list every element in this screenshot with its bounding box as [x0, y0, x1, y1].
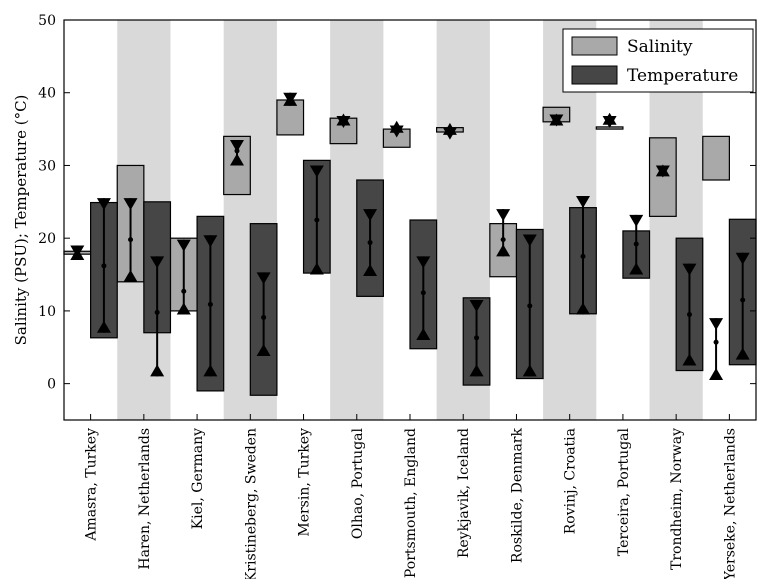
salinity-min-marker [709, 368, 723, 380]
temperature-mean-point [101, 263, 106, 268]
x-tick-label: Terceira, Portugal [616, 427, 632, 556]
temperature-mean-point [474, 335, 479, 340]
salinity-mean-point [75, 250, 80, 255]
x-tick-label: Roskilde, Denmark [509, 427, 525, 563]
temperature-mean-point [740, 298, 745, 303]
salinity-mean-point [181, 289, 186, 294]
y-tick-label: 20 [38, 231, 56, 247]
salinity-bar [703, 136, 730, 180]
x-tick-label: Portsmouth, England [403, 428, 419, 578]
x-tick-label: Reykjavik, Iceland [456, 428, 472, 558]
salinity-mean-point [288, 98, 293, 103]
salinity-mean-point [447, 128, 452, 133]
salinity-mean-point [235, 148, 240, 153]
salinity-mean-point [128, 237, 133, 242]
salinity-legend-label: Salinity [627, 37, 693, 57]
x-tick-label: Amasra, Turkey [84, 428, 100, 542]
y-tick-label: 50 [38, 13, 56, 29]
temperature-mean-point [261, 315, 266, 320]
temperature-mean-point [687, 312, 692, 317]
salinity-legend-swatch [572, 37, 617, 55]
salinity-mean-point [341, 119, 346, 124]
y-axis-label: Salinity (PSU); Temperature (°C) [12, 95, 30, 346]
x-tick-label: Yerseke, Netherlands [722, 428, 738, 579]
y-tick-label: 30 [38, 158, 56, 174]
salinity-mean-point [607, 119, 612, 124]
temperature-mean-point [634, 242, 639, 247]
y-tick-label: 40 [38, 86, 56, 102]
salinity-mean-point [394, 127, 399, 132]
x-tick-label: Trondheim, Norway [669, 428, 685, 570]
temperature-mean-point [581, 254, 586, 259]
salinity-mean-point [660, 168, 665, 173]
x-tick-label: Kiel, Germany [190, 428, 206, 529]
salinity-max-marker [709, 318, 723, 330]
temperature-mean-point [314, 218, 319, 223]
x-tick-label: Olhao, Portugal [350, 427, 366, 539]
legend: Salinity Temperature [563, 29, 753, 92]
x-tick-label: Rovinj, Croatia [563, 428, 579, 534]
temperature-mean-point [208, 302, 213, 307]
temperature-legend-swatch [572, 66, 617, 84]
temperature-mean-point [421, 290, 426, 295]
temperature-max-marker [629, 215, 643, 227]
x-tick-label: Kristineberg, Sweden [243, 428, 259, 579]
y-tick-label: 0 [47, 377, 56, 393]
y-tick-label: 10 [38, 304, 56, 320]
x-tick-label: Haren, Netherlands [137, 428, 153, 570]
x-tick-label: Mersin, Turkey [297, 428, 313, 537]
salinity-mean-point [501, 237, 506, 242]
salinity-mean-point [714, 340, 719, 345]
salinity-max-marker [496, 209, 510, 221]
salinity-mean-point [554, 118, 559, 123]
temperature-mean-point [368, 240, 373, 245]
temperature-mean-point [155, 310, 160, 315]
temperature-legend-label: Temperature [627, 66, 738, 86]
temperature-mean-point [527, 303, 532, 308]
